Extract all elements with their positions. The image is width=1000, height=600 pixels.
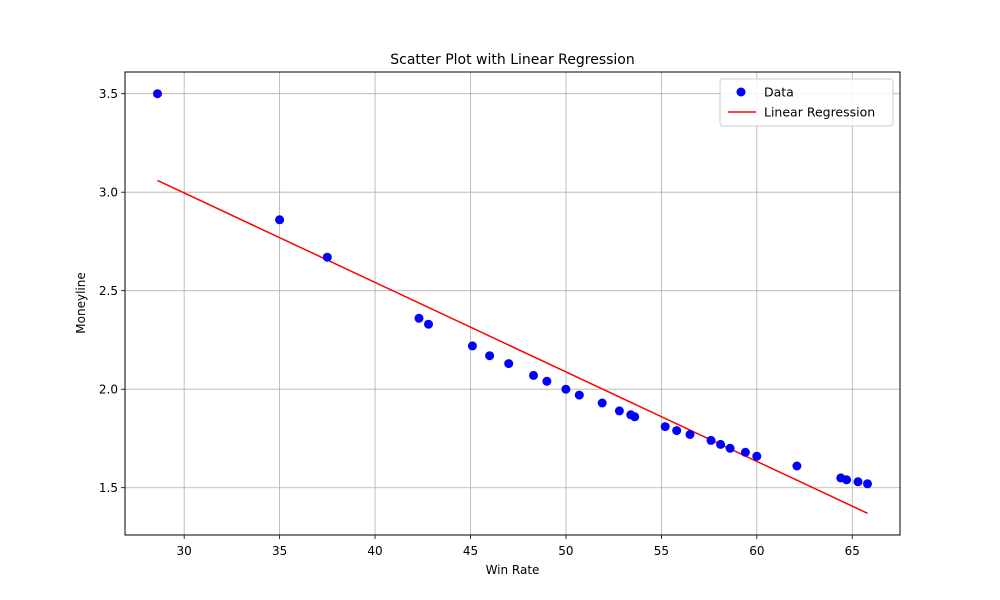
data-point	[529, 370, 538, 380]
x-tick-label: 65	[845, 544, 860, 558]
data-point	[630, 412, 640, 422]
data-point	[842, 475, 852, 485]
y-axis-label: Moneyline	[74, 272, 88, 333]
data-point	[706, 435, 716, 445]
x-tick-label: 35	[272, 544, 287, 558]
legend-label: Data	[764, 85, 794, 100]
data-point	[542, 376, 552, 386]
data-point	[153, 89, 162, 99]
x-tick-label: 45	[463, 544, 478, 558]
data-point	[725, 443, 735, 453]
data-point	[752, 451, 762, 461]
legend-label: Linear Regression	[764, 105, 875, 120]
chart-title: Scatter Plot with Linear Regression	[390, 52, 635, 68]
x-tick-label: 50	[558, 544, 573, 558]
data-point	[716, 439, 726, 449]
y-tick-label: 2.5	[99, 284, 118, 298]
y-axis-ticks: 1.5 2.0 2.5 3.0 3.5	[99, 87, 125, 495]
regression-line-layer	[157, 179, 868, 514]
x-tick-label: 30	[177, 544, 192, 558]
y-tick-label: 3.5	[99, 87, 118, 101]
legend: Data Linear Regression	[719, 78, 894, 127]
y-tick-label: 1.5	[99, 481, 118, 495]
data-point	[863, 479, 872, 489]
data-point	[414, 313, 424, 323]
data-point	[485, 351, 495, 361]
legend-point-marker	[736, 87, 746, 97]
data-point	[467, 341, 477, 351]
data-point	[275, 215, 285, 225]
data-point	[597, 398, 607, 408]
data-point	[672, 426, 682, 436]
data-point	[685, 430, 695, 439]
data-point	[740, 447, 750, 457]
data-point	[792, 461, 802, 471]
plot-frame	[124, 71, 901, 536]
y-tick-label: 3.0	[99, 186, 118, 200]
legend-box	[719, 78, 894, 127]
data-point	[660, 422, 670, 432]
regression-line	[157, 179, 868, 514]
data-point	[561, 384, 571, 394]
data-point	[614, 406, 624, 416]
data-point	[504, 359, 514, 369]
data-point	[424, 319, 433, 329]
data-point	[322, 252, 332, 262]
data-points	[153, 89, 872, 489]
x-tick-label: 60	[749, 544, 764, 558]
grid	[125, 72, 900, 535]
data-point	[574, 390, 584, 400]
x-axis-label: Win Rate	[486, 563, 540, 577]
x-tick-label: 40	[367, 544, 382, 558]
y-tick-label: 2.0	[99, 383, 118, 397]
x-tick-label: 55	[654, 544, 669, 558]
data-point	[853, 477, 863, 487]
x-axis-ticks: 30 35 40 45 50 55 60 65	[177, 535, 860, 558]
